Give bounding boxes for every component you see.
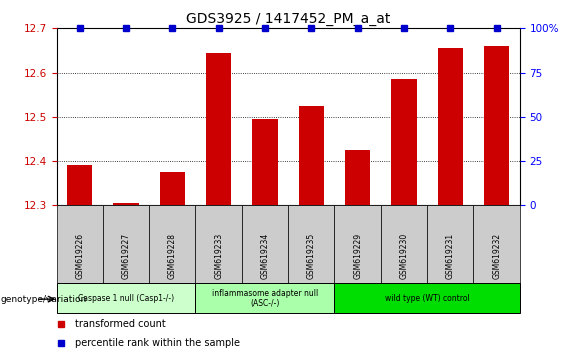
Bar (149, 205, 195, 283)
Bar (334, 283, 520, 313)
Bar (195, 205, 242, 283)
Bar (345, 150, 371, 205)
Text: genotype/variation: genotype/variation (1, 295, 87, 304)
Bar (427, 205, 473, 283)
Bar (298, 106, 324, 205)
Text: GSM619230: GSM619230 (399, 233, 408, 279)
Bar (113, 203, 139, 205)
Bar (484, 46, 510, 205)
Bar (391, 79, 417, 205)
Text: GSM619232: GSM619232 (492, 233, 501, 279)
Text: percentile rank within the sample: percentile rank within the sample (75, 338, 240, 348)
Text: GSM619234: GSM619234 (260, 233, 270, 279)
Text: GSM619229: GSM619229 (353, 233, 362, 279)
Bar (206, 53, 232, 205)
Bar (56, 205, 103, 283)
Bar (437, 48, 463, 205)
Text: GSM619227: GSM619227 (121, 233, 131, 279)
Bar (195, 283, 334, 313)
Text: GSM619226: GSM619226 (75, 233, 84, 279)
Bar (334, 205, 381, 283)
Text: GSM619233: GSM619233 (214, 233, 223, 279)
Bar (473, 205, 520, 283)
Text: Caspase 1 null (Casp1-/-): Caspase 1 null (Casp1-/-) (78, 294, 174, 303)
Text: GSM619231: GSM619231 (446, 233, 455, 279)
Text: transformed count: transformed count (75, 319, 166, 329)
Bar (67, 165, 93, 205)
Text: GSM619228: GSM619228 (168, 233, 177, 279)
Text: GSM619235: GSM619235 (307, 233, 316, 279)
Bar (56, 283, 195, 313)
Bar (159, 172, 185, 205)
Text: wild type (WT) control: wild type (WT) control (385, 294, 470, 303)
Bar (242, 205, 288, 283)
Bar (103, 205, 149, 283)
Title: GDS3925 / 1417452_PM_a_at: GDS3925 / 1417452_PM_a_at (186, 12, 390, 26)
Bar (288, 205, 334, 283)
Text: inflammasome adapter null
(ASC-/-): inflammasome adapter null (ASC-/-) (212, 289, 318, 308)
Bar (252, 119, 278, 205)
Bar (381, 205, 427, 283)
